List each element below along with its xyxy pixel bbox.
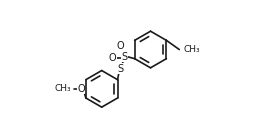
Text: O: O bbox=[117, 41, 125, 51]
Text: CH₃: CH₃ bbox=[183, 45, 200, 54]
Text: S: S bbox=[122, 52, 128, 62]
Text: O: O bbox=[77, 84, 85, 94]
Text: CH₃: CH₃ bbox=[54, 84, 71, 93]
Text: O: O bbox=[109, 53, 116, 63]
Text: S: S bbox=[118, 64, 124, 73]
